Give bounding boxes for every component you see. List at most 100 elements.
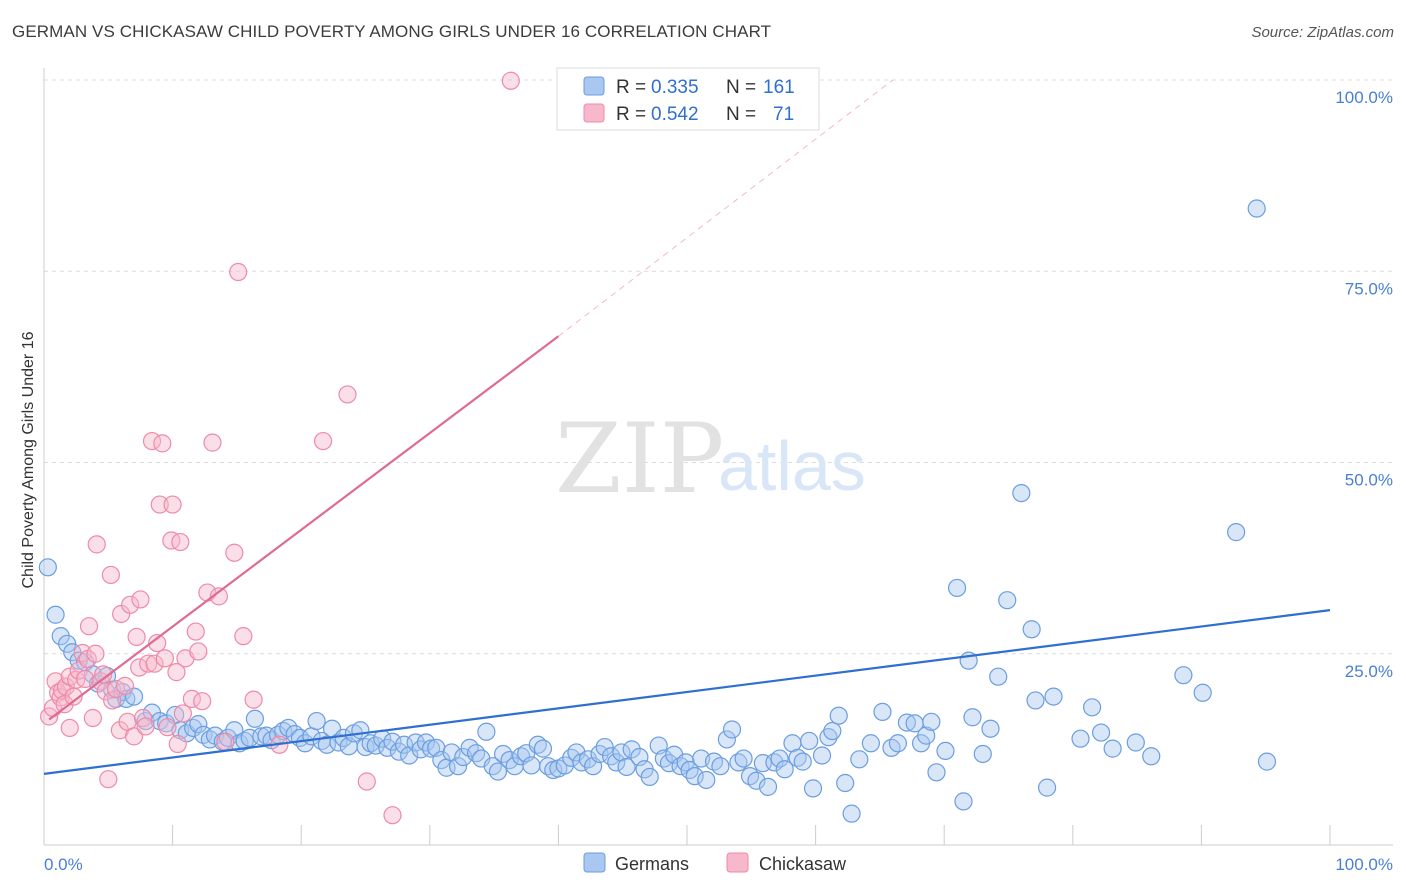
legend-n-value: 161 — [763, 77, 795, 98]
point-chickasaw — [216, 732, 235, 751]
point-chickasaw — [136, 717, 155, 736]
point-germans — [1174, 666, 1193, 685]
trend-line-germans — [43, 609, 1331, 775]
point-germans — [722, 720, 742, 739]
point-germans — [1227, 523, 1246, 542]
point-germans — [973, 744, 992, 764]
point-chickasaw — [193, 692, 212, 711]
point-germans — [917, 726, 936, 745]
point-germans — [734, 749, 753, 768]
y-tick-label: 100.0% — [1335, 88, 1393, 107]
bottom-legend-germans: Germans — [615, 854, 689, 874]
legend-r-value: 0.542 — [651, 104, 699, 125]
point-germans — [740, 767, 760, 786]
point-chickasaw — [501, 71, 520, 90]
point-chickasaw — [145, 654, 164, 673]
point-germans — [800, 731, 819, 751]
source-label: Source: ZipAtlas.com — [1251, 24, 1394, 41]
legend-r-value: 0.335 — [651, 77, 699, 98]
point-chickasaw — [229, 262, 248, 282]
legend-swatch-germans — [583, 76, 605, 96]
point-chickasaw — [87, 535, 106, 554]
point-germans — [1026, 691, 1045, 710]
point-germans — [394, 735, 414, 754]
legend: R = 0.335 N = 161 R = 0.542 N = 71 — [556, 67, 820, 131]
point-germans — [1142, 747, 1161, 766]
point-chickasaw — [139, 654, 158, 673]
point-germans — [685, 767, 704, 786]
point-germans — [533, 739, 553, 758]
point-germans — [488, 762, 508, 781]
point-germans — [823, 721, 842, 741]
point-germans — [607, 753, 626, 772]
point-germans — [1022, 620, 1041, 639]
point-germans — [747, 771, 766, 790]
point-chickasaw — [153, 434, 172, 453]
data-points — [38, 71, 1277, 825]
point-germans — [829, 706, 848, 725]
point-chickasaw — [86, 644, 105, 663]
point-germans — [1037, 778, 1057, 797]
point-chickasaw — [225, 543, 244, 562]
point-germans — [622, 740, 641, 759]
point-germans — [758, 777, 778, 796]
legend-n-value: 71 — [773, 104, 794, 125]
point-chickasaw — [83, 708, 102, 728]
point-germans — [1257, 752, 1277, 771]
chart-title: GERMAN VS CHICKASAW CHILD POVERTY AMONG … — [12, 22, 772, 41]
point-germans — [274, 721, 293, 741]
point-chickasaw — [101, 565, 120, 585]
point-chickasaw — [46, 672, 65, 691]
watermark-atlas: atlas — [718, 427, 866, 505]
point-chickasaw — [203, 433, 222, 452]
point-germans — [235, 731, 254, 751]
trend-lines — [43, 79, 1331, 775]
point-germans — [512, 747, 531, 766]
point-germans — [477, 722, 496, 741]
point-chickasaw — [162, 531, 181, 550]
point-germans — [770, 749, 789, 768]
point-germans — [483, 757, 502, 776]
y-tick-label: 25.0% — [1345, 662, 1393, 681]
point-chickasaw — [60, 718, 79, 738]
point-chickasaw — [163, 495, 182, 514]
point-germans — [1247, 199, 1266, 218]
legend-n-label: N = — [726, 104, 756, 125]
point-chickasaw — [168, 734, 187, 754]
point-chickasaw — [186, 622, 205, 641]
point-germans — [38, 558, 57, 577]
point-germans — [1082, 698, 1102, 717]
point-germans — [717, 730, 736, 749]
point-germans — [1103, 739, 1122, 758]
point-chickasaw — [244, 690, 263, 709]
point-chickasaw — [127, 627, 146, 647]
point-chickasaw — [79, 617, 99, 636]
point-germans — [882, 738, 901, 757]
point-germans — [617, 757, 636, 777]
point-chickasaw — [155, 649, 174, 668]
point-germans — [775, 760, 794, 779]
point-germans — [421, 739, 441, 758]
point-germans — [1091, 723, 1111, 742]
point-germans — [888, 734, 908, 753]
point-germans — [383, 732, 402, 751]
point-germans — [927, 763, 946, 782]
point-germans — [595, 737, 614, 757]
y-tick-label: 50.0% — [1345, 471, 1393, 490]
point-germans — [842, 804, 861, 823]
point-chickasaw — [40, 707, 59, 726]
point-chickasaw — [99, 770, 118, 789]
point-germans — [922, 712, 941, 731]
point-germans — [1071, 729, 1090, 748]
point-germans — [861, 734, 880, 753]
point-germans — [711, 757, 730, 776]
point-chickasaw — [131, 590, 150, 609]
bottom-legend-chickasaw: Chickasaw — [759, 854, 847, 874]
point-chickasaw — [313, 431, 333, 451]
x-tick-label: 100.0% — [1335, 855, 1393, 874]
point-germans — [998, 591, 1017, 610]
point-germans — [989, 667, 1008, 686]
point-germans — [307, 711, 326, 731]
axes — [43, 68, 1393, 846]
